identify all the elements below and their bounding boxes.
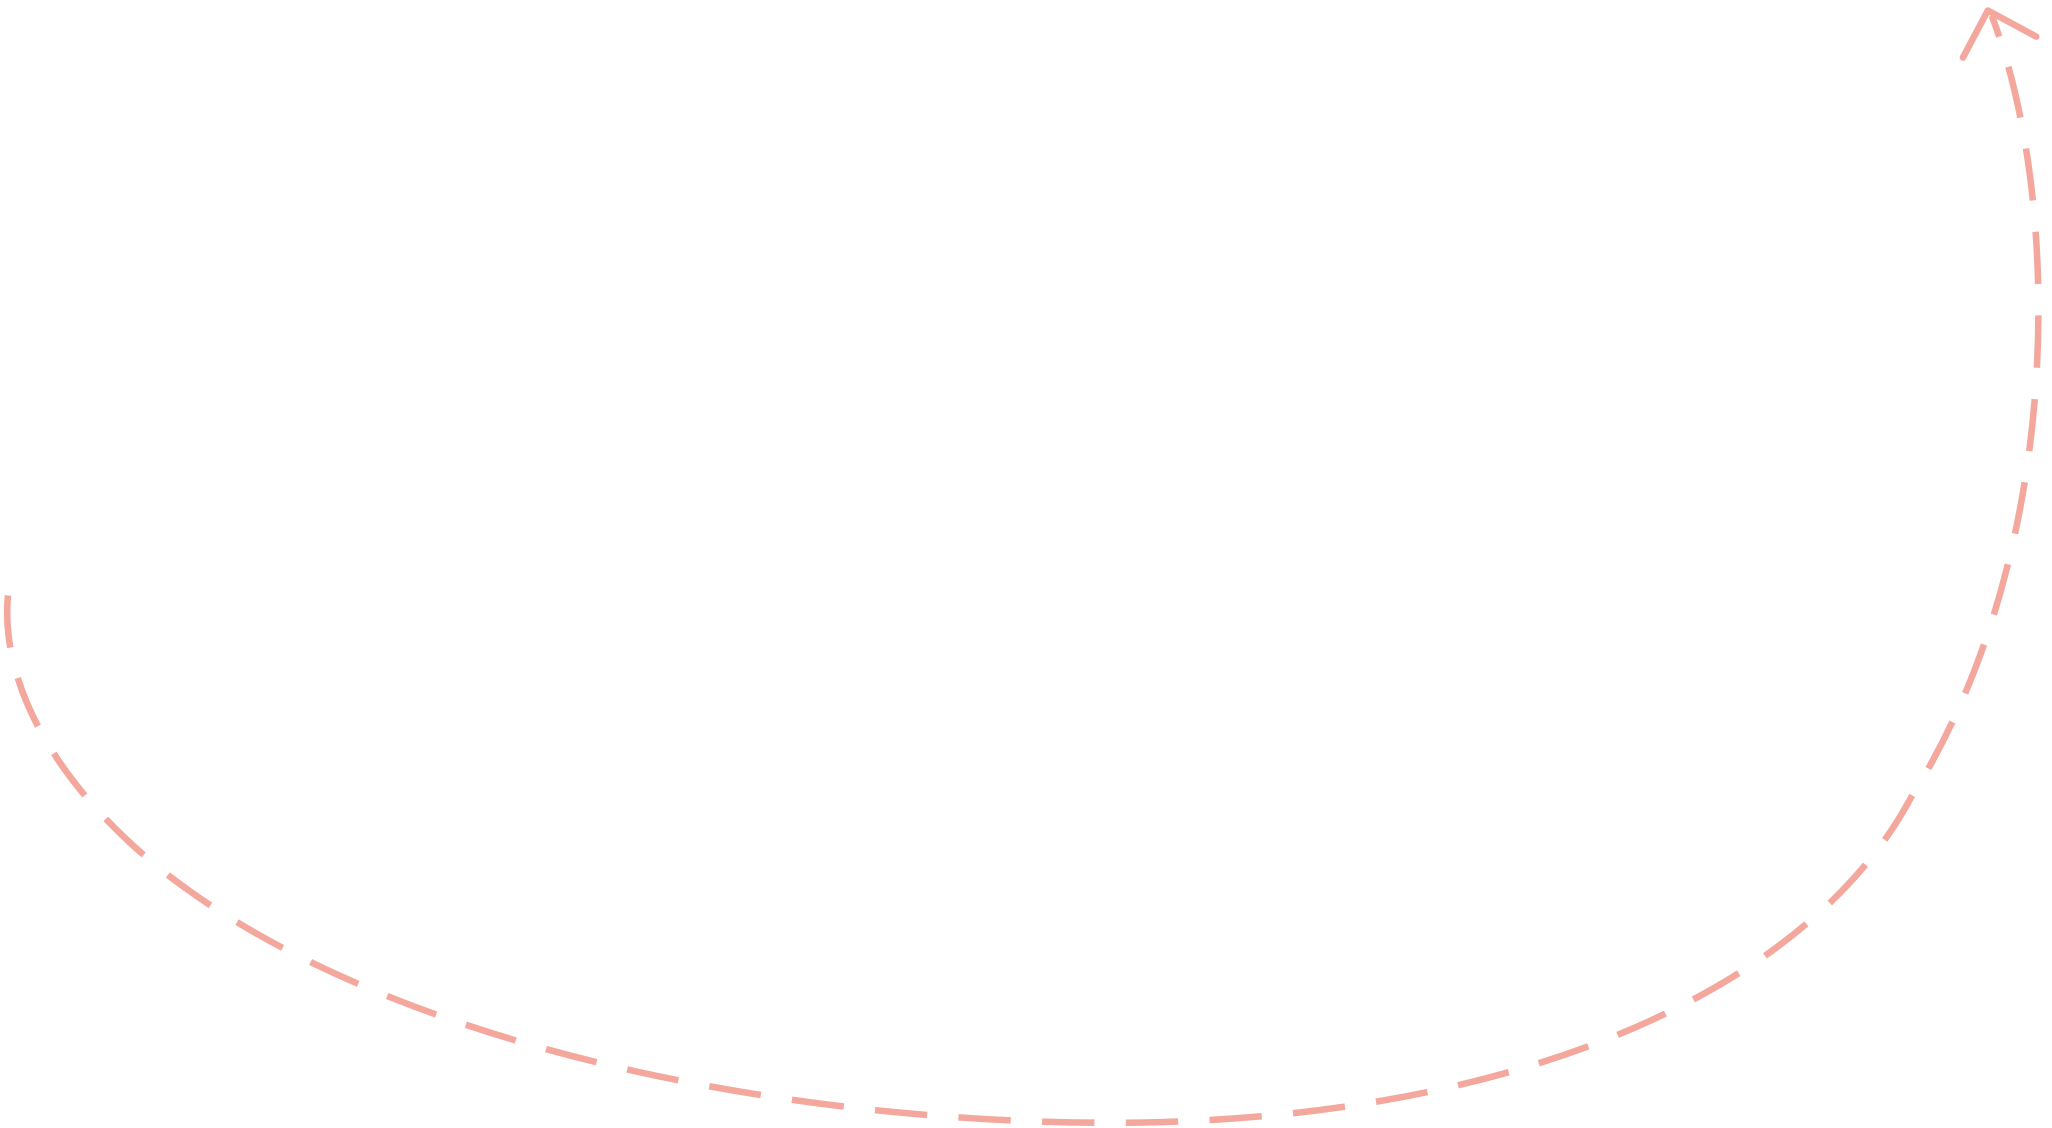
dashed-curve [3,14,2042,1127]
arrow-head [1959,7,2040,61]
